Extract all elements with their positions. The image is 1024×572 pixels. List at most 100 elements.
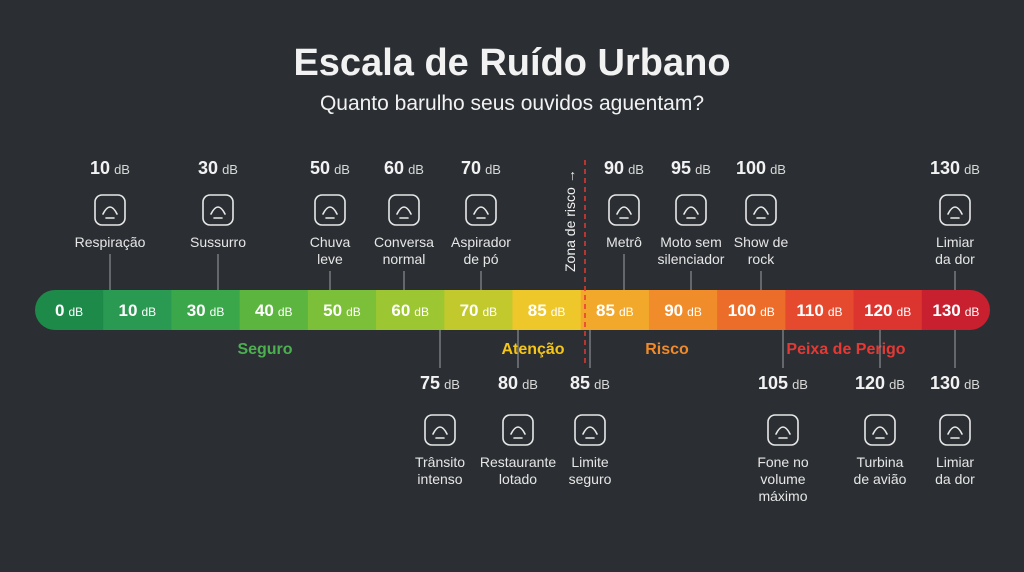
level-unit: dB: [628, 162, 644, 177]
item-label: lotado: [499, 471, 537, 487]
item-label: normal: [383, 251, 426, 267]
icon-shape: [683, 206, 699, 219]
level-unit: dB: [141, 305, 156, 319]
segment-label: 60 dB: [391, 301, 429, 320]
title: Escala de Ruído Urbano: [293, 42, 730, 84]
level-number: 80: [498, 373, 518, 393]
level-unit: dB: [222, 162, 238, 177]
icon-shape: [424, 414, 456, 446]
risk-marker: Zona de risco →: [562, 169, 578, 272]
item-label: Conversa: [374, 234, 434, 250]
level-unit: dB: [695, 162, 711, 177]
item-label: Limiar: [936, 454, 974, 470]
icon-shape: [314, 194, 346, 226]
level-label: 100 dB: [736, 158, 786, 178]
icon-shape: [322, 206, 338, 219]
item-label: Limite: [571, 454, 609, 470]
icon-shape: [210, 206, 226, 219]
item-label: da dor: [935, 251, 975, 267]
item-label: Sussurro: [190, 234, 246, 250]
level-number: 120: [855, 373, 885, 393]
level-number: 120: [864, 301, 892, 320]
icon: [94, 194, 126, 226]
level-unit: dB: [414, 305, 429, 319]
level-number: 75: [420, 373, 440, 393]
level-unit: dB: [792, 377, 808, 392]
level-number: 130: [932, 301, 960, 320]
segment-label: 10 dB: [119, 301, 157, 320]
icon-shape: [745, 194, 777, 226]
icon-shape: [767, 414, 799, 446]
level-label: 85 dB: [570, 373, 610, 393]
scale-segment: [307, 290, 377, 330]
level-number: 110: [796, 301, 823, 320]
level-label: 95 dB: [671, 158, 711, 178]
segment-label: 110 dB: [796, 301, 842, 320]
level-unit: dB: [770, 162, 786, 177]
item-label: Fone no: [757, 454, 809, 470]
level-unit: dB: [334, 162, 350, 177]
level-label: 130 dB: [930, 373, 980, 393]
scale-segment: [512, 290, 582, 330]
level-unit: dB: [965, 305, 980, 319]
scale-bar: [35, 290, 990, 330]
level-label: 120 dB: [855, 373, 905, 393]
level-label: 70 dB: [461, 158, 501, 178]
level-label: 105 dB: [758, 373, 808, 393]
level-number: 30: [198, 158, 218, 178]
zone-label: Peixa de Perigo: [786, 341, 905, 358]
icon: [608, 194, 640, 226]
level-number: 130: [930, 158, 960, 178]
scale-segment: [648, 290, 718, 330]
item-label: volume: [760, 471, 805, 487]
icon-shape: [775, 426, 791, 439]
item-label: Respiração: [75, 234, 146, 250]
level-unit: dB: [964, 162, 980, 177]
item-label: de avião: [854, 471, 907, 487]
scale-segment: [444, 290, 513, 330]
icon: [314, 194, 346, 226]
zone-label: Risco: [645, 341, 689, 358]
level-number: 85: [570, 373, 590, 393]
item-label: Restaurante: [480, 454, 556, 470]
icon-shape: [202, 194, 234, 226]
icon: [424, 414, 456, 446]
segment-label: 90 dB: [664, 301, 702, 320]
level-unit: dB: [444, 377, 460, 392]
segment-label: 30 dB: [187, 301, 225, 320]
level-unit: dB: [594, 377, 610, 392]
item-label: Trânsito: [415, 454, 465, 470]
scale-segment: [103, 290, 172, 330]
level-label: 60 dB: [384, 158, 424, 178]
item-label: Limiar: [936, 234, 974, 250]
icon-shape: [872, 426, 888, 439]
level-unit: dB: [522, 377, 538, 392]
level-unit: dB: [408, 162, 424, 177]
level-number: 85: [596, 301, 615, 320]
level-number: 60: [384, 158, 404, 178]
level-number: 130: [930, 373, 960, 393]
scale-segment: [376, 290, 445, 330]
icon: [767, 414, 799, 446]
segment-label: 50 dB: [323, 301, 361, 320]
icon-shape: [939, 414, 971, 446]
icon: [202, 194, 234, 226]
segment-label: 85 dB: [528, 301, 566, 320]
level-number: 85: [528, 301, 547, 320]
level-unit: dB: [114, 162, 130, 177]
level-unit: dB: [687, 305, 702, 319]
level-number: 30: [187, 301, 206, 320]
item-label: da dor: [935, 471, 975, 487]
level-unit: dB: [964, 377, 980, 392]
level-label: 90 dB: [604, 158, 644, 178]
segment-label: 40 dB: [255, 301, 293, 320]
level-unit: dB: [551, 305, 566, 319]
icon-shape: [432, 426, 448, 439]
level-number: 105: [758, 373, 788, 393]
segment-label: 70 dB: [460, 301, 498, 320]
level-unit: dB: [897, 305, 912, 319]
level-unit: dB: [889, 377, 905, 392]
level-label: 10 dB: [90, 158, 130, 178]
level-unit: dB: [828, 305, 843, 319]
